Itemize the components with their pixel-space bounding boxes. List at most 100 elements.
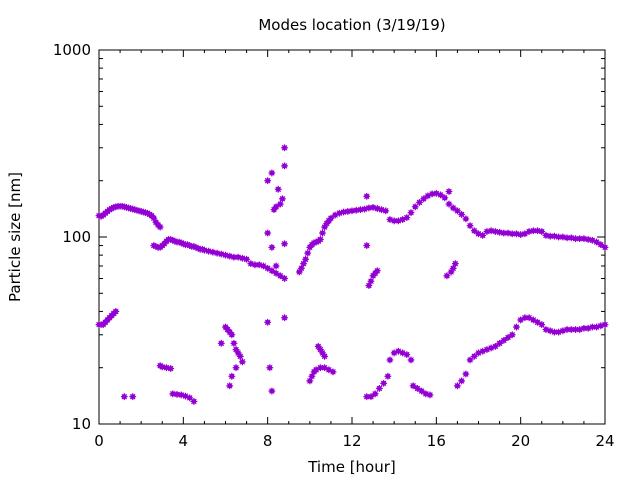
data-point <box>588 323 596 331</box>
data-point <box>150 214 158 222</box>
data-point <box>228 372 236 380</box>
data-point <box>230 253 238 261</box>
data-point <box>264 264 272 272</box>
data-point <box>300 260 307 268</box>
data-point <box>316 236 324 243</box>
data-point <box>281 162 288 170</box>
data-point <box>445 188 453 195</box>
data-point <box>268 243 276 251</box>
x-tick-label: 0 <box>94 432 104 450</box>
data-point <box>403 351 411 359</box>
data-point <box>534 318 541 326</box>
y-axis-label: Particle size [nm] <box>6 172 24 302</box>
data-point <box>268 387 276 395</box>
data-point <box>190 398 198 405</box>
data-point <box>567 326 575 333</box>
data-point <box>281 275 288 282</box>
data-point <box>420 195 428 203</box>
data-point <box>491 342 499 350</box>
data-point <box>529 316 537 324</box>
data-point <box>319 229 326 237</box>
data-point <box>367 277 375 285</box>
data-point <box>226 382 234 390</box>
data-point <box>403 214 411 221</box>
data-point <box>264 318 272 326</box>
data-point <box>542 231 550 239</box>
data-point <box>281 240 288 248</box>
data-point <box>443 272 451 280</box>
data-point <box>357 206 364 214</box>
data-point <box>418 387 425 395</box>
data-point <box>243 255 250 263</box>
data-point <box>169 390 177 398</box>
data-point <box>234 349 242 357</box>
data-point <box>281 144 288 152</box>
data-point <box>321 352 328 360</box>
data-point <box>236 352 244 360</box>
data-point <box>462 370 470 378</box>
data-point <box>173 390 181 398</box>
data-point <box>445 200 453 208</box>
x-tick-label: 24 <box>595 432 614 450</box>
data-point <box>325 366 333 374</box>
data-point <box>186 394 194 402</box>
data-point <box>475 349 482 357</box>
data-point <box>373 267 381 275</box>
data-point <box>363 242 371 249</box>
x-tick-label: 12 <box>342 432 361 450</box>
data-point <box>500 336 508 344</box>
data-point <box>306 377 314 385</box>
data-point <box>597 241 605 249</box>
data-point <box>470 227 478 235</box>
plot-frame <box>98 49 606 425</box>
data-point <box>407 209 415 217</box>
data-point <box>580 324 588 332</box>
data-point <box>112 308 120 315</box>
data-point <box>268 169 276 177</box>
data-point <box>479 231 487 239</box>
data-point <box>451 260 459 268</box>
x-tick-label: 4 <box>179 432 189 450</box>
data-point <box>302 255 310 263</box>
data-point <box>308 372 316 380</box>
data-point <box>232 364 240 372</box>
data-point <box>264 229 272 237</box>
data-point <box>449 204 457 212</box>
data-point <box>407 356 415 364</box>
data-point <box>563 234 571 242</box>
x-tick-label: 8 <box>263 432 273 450</box>
data-point <box>466 356 474 364</box>
data-point <box>266 364 274 372</box>
data-point <box>327 214 335 222</box>
data-point <box>508 331 516 339</box>
data-point <box>329 368 337 376</box>
data-point <box>380 379 388 387</box>
data-point <box>367 393 375 401</box>
data-point <box>521 230 529 238</box>
data-point <box>371 390 379 398</box>
data-point <box>217 339 225 347</box>
data-point <box>458 377 466 385</box>
data-point <box>601 321 609 329</box>
data-point <box>120 393 128 401</box>
data-point <box>462 215 470 223</box>
data-point <box>167 365 175 372</box>
data-point <box>276 200 284 208</box>
data-point <box>601 243 609 251</box>
data-point <box>441 194 449 202</box>
data-point <box>572 235 579 243</box>
data-point <box>156 223 164 231</box>
data-point <box>272 203 280 211</box>
data-point <box>572 326 579 333</box>
x-axis-label: Time [hour] <box>307 458 396 476</box>
data-point <box>234 253 242 261</box>
data-point <box>281 314 288 322</box>
data-point <box>584 324 592 332</box>
data-point <box>413 385 421 392</box>
y-tick-label: 10 <box>72 415 91 433</box>
data-point <box>276 272 284 280</box>
data-point <box>466 222 474 230</box>
data-point <box>500 229 508 237</box>
data-point <box>496 339 503 347</box>
x-tick-label: 16 <box>427 432 446 450</box>
